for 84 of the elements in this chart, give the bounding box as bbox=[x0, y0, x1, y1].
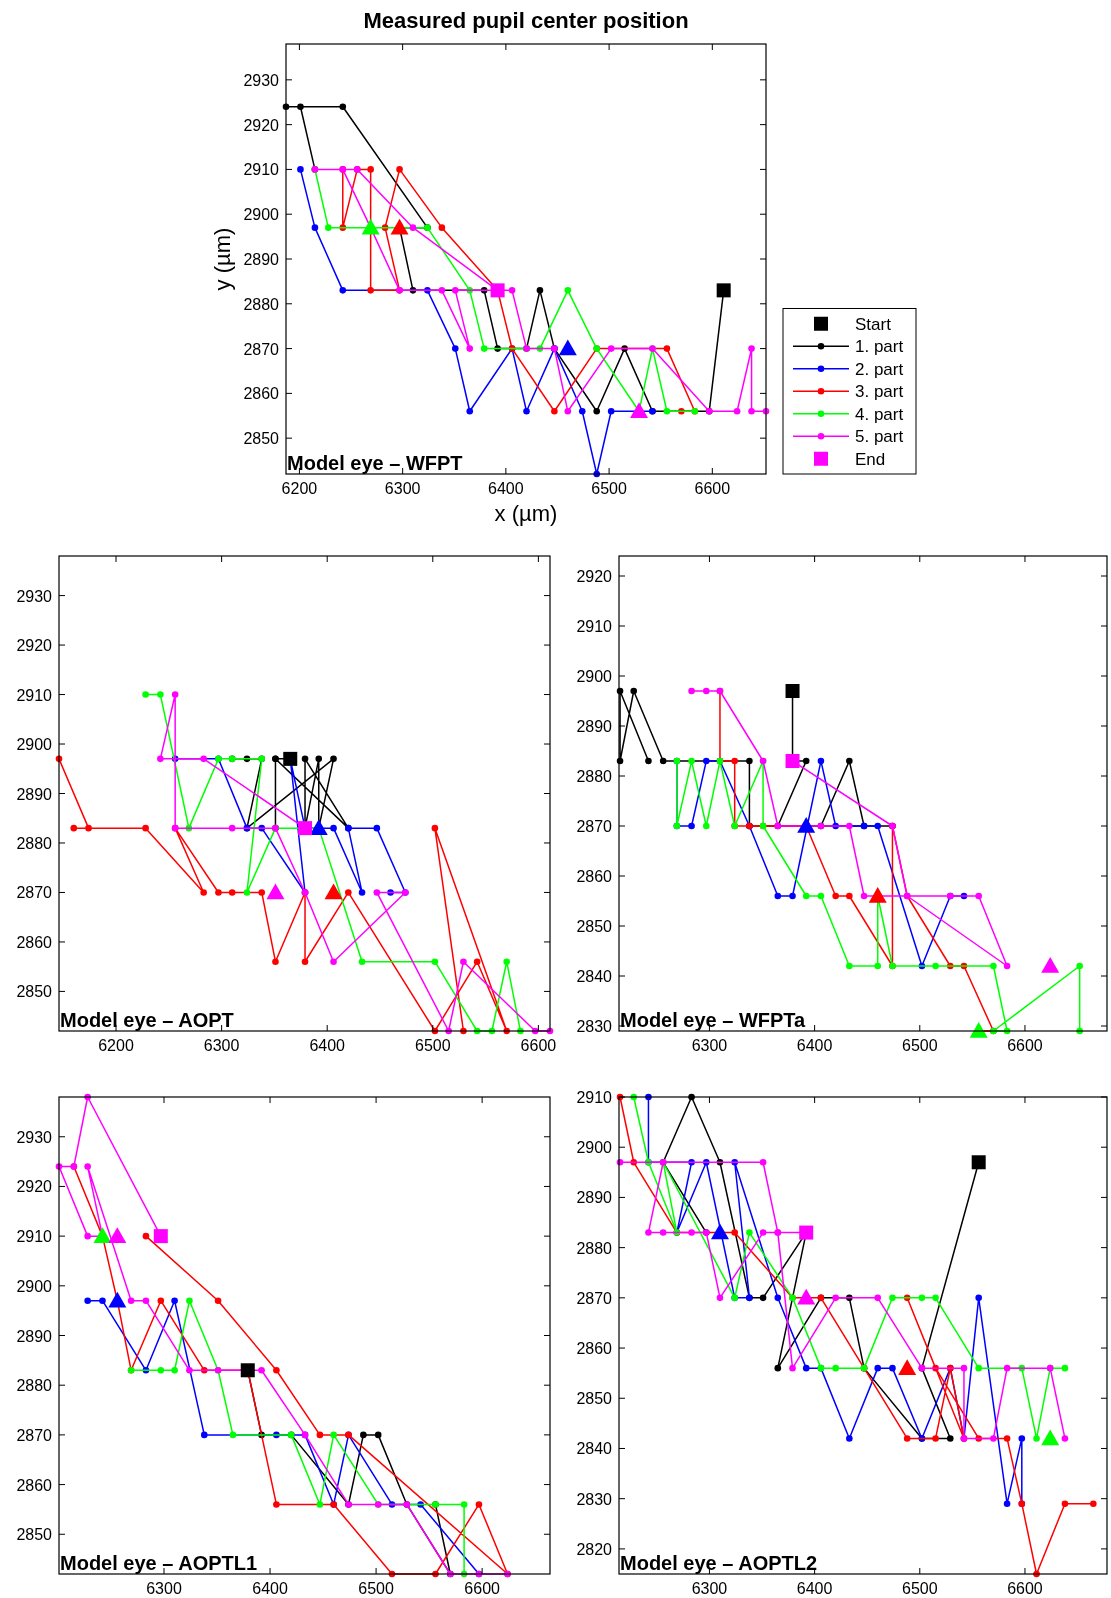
y-tick-label: 2890 bbox=[243, 251, 280, 268]
x-tick-label: 6600 bbox=[694, 480, 731, 497]
y-tick-label: 2900 bbox=[576, 668, 613, 685]
legend-label: 4. part bbox=[855, 404, 904, 424]
y-tick-label: 2910 bbox=[243, 161, 280, 179]
y-tick-label: 2860 bbox=[16, 1476, 53, 1494]
y-tick-label: 2900 bbox=[16, 736, 53, 754]
x-axis-title: x (µm) bbox=[494, 501, 558, 526]
x-tick-label: 6600 bbox=[1007, 1580, 1043, 1597]
legend-label: Start bbox=[855, 314, 892, 334]
x-tick-label: 6400 bbox=[796, 1580, 833, 1597]
chart-title: Measured pupil center position bbox=[363, 8, 689, 33]
y-tick-label: 2850 bbox=[16, 983, 53, 1001]
x-tick-label: 6200 bbox=[98, 1037, 134, 1054]
y-tick-label: 2910 bbox=[576, 618, 613, 635]
y-tick-label: 2880 bbox=[576, 1239, 613, 1257]
x-tick-label: 6600 bbox=[1007, 1037, 1043, 1054]
y-tick-label: 2870 bbox=[16, 1426, 53, 1444]
y-tick-label: 2920 bbox=[576, 568, 613, 585]
x-tick-label: 6400 bbox=[309, 1037, 346, 1054]
y-tick-label: 2850 bbox=[243, 430, 280, 448]
x-tick-label: 6500 bbox=[415, 1037, 451, 1054]
y-tick-label: 2870 bbox=[243, 340, 280, 358]
y-tick-label: 2930 bbox=[16, 1128, 53, 1146]
x-tick-label: 6300 bbox=[203, 1037, 240, 1054]
legend-label: 2. part bbox=[855, 359, 904, 379]
annotation: Model eye – AOPT bbox=[60, 1009, 234, 1031]
y-tick-label: 2900 bbox=[576, 1139, 613, 1157]
annotation: Model eye – AOPTL2 bbox=[620, 1552, 818, 1574]
y-tick-label: 2890 bbox=[576, 718, 613, 735]
y-tick-label: 2910 bbox=[16, 686, 53, 704]
y-tick-label: 2870 bbox=[576, 1289, 613, 1307]
y-tick-label: 2830 bbox=[576, 1490, 613, 1508]
y-tick-label: 2860 bbox=[576, 1340, 613, 1358]
x-tick-label: 6400 bbox=[488, 480, 524, 497]
x-tick-label: 6400 bbox=[796, 1037, 833, 1054]
y-tick-label: 2880 bbox=[16, 1377, 53, 1395]
y-tick-label: 2860 bbox=[243, 385, 280, 403]
annotation: Model eye – AOPTL1 bbox=[60, 1552, 258, 1574]
x-tick-label: 6300 bbox=[691, 1037, 728, 1054]
y-axis-title: y (µm) bbox=[210, 227, 235, 291]
y-tick-label: 2860 bbox=[16, 933, 53, 951]
x-tick-label: 6600 bbox=[464, 1580, 501, 1597]
y-tick-label: 2920 bbox=[16, 637, 53, 655]
y-tick-label: 2900 bbox=[243, 206, 280, 224]
y-tick-label: 2880 bbox=[576, 768, 613, 785]
legend-label: End bbox=[855, 449, 886, 469]
y-tick-label: 2880 bbox=[16, 834, 53, 852]
x-tick-label: 6300 bbox=[146, 1580, 182, 1597]
y-tick-label: 2930 bbox=[243, 71, 280, 89]
y-tick-label: 2870 bbox=[16, 884, 53, 902]
y-tick-label: 2920 bbox=[243, 116, 280, 134]
y-tick-label: 2820 bbox=[576, 1540, 613, 1558]
x-tick-label: 6600 bbox=[520, 1037, 557, 1054]
x-tick-label: 6300 bbox=[691, 1580, 728, 1597]
y-tick-label: 2850 bbox=[576, 1390, 613, 1408]
x-tick-label: 6400 bbox=[252, 1580, 288, 1597]
annotation: Model eye – WFPT bbox=[287, 452, 463, 474]
annotation: Model eye – WFPTa bbox=[620, 1009, 807, 1031]
x-tick-label: 6500 bbox=[358, 1580, 394, 1597]
x-tick-label: 6500 bbox=[902, 1580, 938, 1597]
y-tick-label: 2880 bbox=[243, 295, 280, 313]
y-tick-label: 2830 bbox=[576, 1018, 613, 1035]
y-tick-label: 2850 bbox=[576, 918, 613, 935]
x-tick-label: 6500 bbox=[591, 480, 627, 497]
y-tick-label: 2870 bbox=[576, 818, 613, 835]
y-tick-label: 2910 bbox=[16, 1228, 53, 1246]
y-tick-label: 2890 bbox=[16, 1327, 53, 1345]
y-tick-label: 2840 bbox=[576, 1440, 613, 1458]
y-tick-label: 2850 bbox=[16, 1526, 53, 1544]
x-tick-label: 6300 bbox=[384, 480, 421, 497]
y-tick-label: 2920 bbox=[16, 1178, 53, 1196]
y-tick-label: 2840 bbox=[576, 968, 613, 985]
y-tick-label: 2910 bbox=[576, 1089, 613, 1106]
legend-label: 3. part bbox=[855, 382, 904, 402]
y-tick-label: 2890 bbox=[576, 1189, 613, 1207]
y-tick-label: 2900 bbox=[16, 1277, 53, 1295]
x-tick-label: 6200 bbox=[281, 480, 318, 497]
y-tick-label: 2930 bbox=[16, 587, 53, 605]
y-tick-label: 2890 bbox=[16, 785, 53, 803]
x-tick-label: 6500 bbox=[902, 1037, 938, 1054]
legend-label: 1. part bbox=[855, 337, 904, 357]
y-tick-label: 2860 bbox=[576, 868, 613, 885]
legend-label: 5. part bbox=[855, 427, 904, 447]
